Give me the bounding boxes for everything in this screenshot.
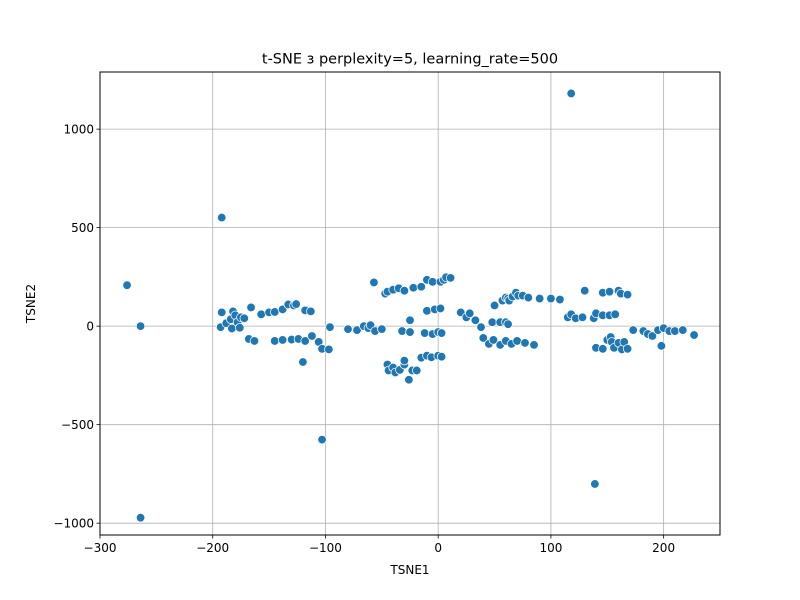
- data-point: [604, 287, 615, 297]
- x-tick-label: −100: [309, 541, 342, 555]
- y-axis-ticks: −1000 −500 0 500 1000: [53, 123, 100, 531]
- data-point: [678, 325, 688, 335]
- data-point: [422, 306, 432, 316]
- data-point: [270, 336, 280, 346]
- data-point: [369, 277, 379, 288]
- chart-title: t-SNE з perplexity=5, learning_rate=500: [262, 52, 558, 68]
- x-tick-label: 100: [539, 541, 562, 555]
- data-point: [419, 328, 430, 338]
- data-point: [622, 289, 633, 300]
- data-point: [298, 357, 308, 367]
- data-point: [566, 88, 576, 99]
- data-point: [300, 336, 310, 346]
- data-point: [270, 307, 280, 317]
- x-axis-label: TSNE1: [389, 563, 429, 577]
- data-point: [488, 335, 499, 345]
- data-point: [487, 317, 497, 327]
- data-point: [307, 331, 317, 341]
- data-point: [580, 286, 590, 296]
- data-point: [291, 299, 301, 309]
- data-point: [239, 313, 249, 323]
- data-point: [416, 282, 426, 292]
- data-point: [436, 328, 447, 338]
- data-point: [235, 323, 245, 333]
- grid: [99, 72, 720, 535]
- data-point: [598, 344, 608, 354]
- data-point: [122, 280, 132, 290]
- data-point: [324, 344, 334, 355]
- data-point: [397, 326, 407, 336]
- data-point: [399, 286, 410, 296]
- data-point: [534, 293, 545, 304]
- data-point: [427, 277, 438, 287]
- data-point: [435, 303, 446, 314]
- data-point: [399, 355, 410, 366]
- data-point: [546, 293, 556, 304]
- data-point: [249, 336, 260, 346]
- data-point: [217, 212, 227, 223]
- y-tick-label: −500: [61, 418, 94, 432]
- data-point: [343, 324, 353, 334]
- data-point: [277, 335, 288, 345]
- data-point: [470, 315, 481, 325]
- data-points: [122, 88, 699, 523]
- data-point: [610, 309, 620, 320]
- data-point: [647, 331, 658, 341]
- data-point: [489, 300, 500, 311]
- data-point: [577, 312, 588, 322]
- data-point: [317, 434, 327, 445]
- data-point: [135, 321, 146, 331]
- data-point: [377, 324, 387, 334]
- data-point: [689, 330, 699, 340]
- data-point: [306, 306, 316, 317]
- y-tick-label: −1000: [53, 517, 94, 531]
- data-point: [325, 322, 335, 332]
- data-point: [135, 512, 146, 523]
- data-point: [445, 273, 456, 283]
- data-point: [590, 479, 600, 489]
- data-point: [405, 327, 415, 337]
- y-tick-label: 0: [86, 320, 94, 334]
- plot-frame: [99, 71, 721, 536]
- data-point: [670, 326, 680, 336]
- data-point: [412, 365, 422, 376]
- data-point: [405, 315, 415, 325]
- x-tick-label: 0: [434, 541, 442, 555]
- data-point: [523, 292, 534, 303]
- data-point: [503, 319, 513, 329]
- x-tick-label: 200: [652, 541, 675, 555]
- data-point: [408, 283, 419, 293]
- data-point: [478, 333, 488, 343]
- data-point: [622, 344, 633, 354]
- data-point: [628, 325, 638, 335]
- y-tick-label: 1000: [63, 123, 94, 137]
- y-tick-label: 500: [71, 221, 94, 235]
- data-point: [529, 340, 539, 350]
- data-point: [512, 336, 522, 346]
- data-point: [465, 308, 475, 319]
- data-point: [520, 338, 530, 348]
- data-point: [217, 307, 227, 318]
- x-axis-ticks: −300 −200 −100 0 100 200: [84, 535, 675, 555]
- data-point: [656, 341, 667, 351]
- data-point: [404, 375, 414, 385]
- x-tick-label: −300: [84, 541, 117, 555]
- x-tick-label: −200: [196, 541, 229, 555]
- y-axis-label: TSNE2: [24, 284, 38, 324]
- data-point: [476, 322, 486, 332]
- data-point: [436, 352, 447, 362]
- data-point: [555, 294, 565, 305]
- data-point: [246, 302, 256, 313]
- data-point: [256, 309, 266, 320]
